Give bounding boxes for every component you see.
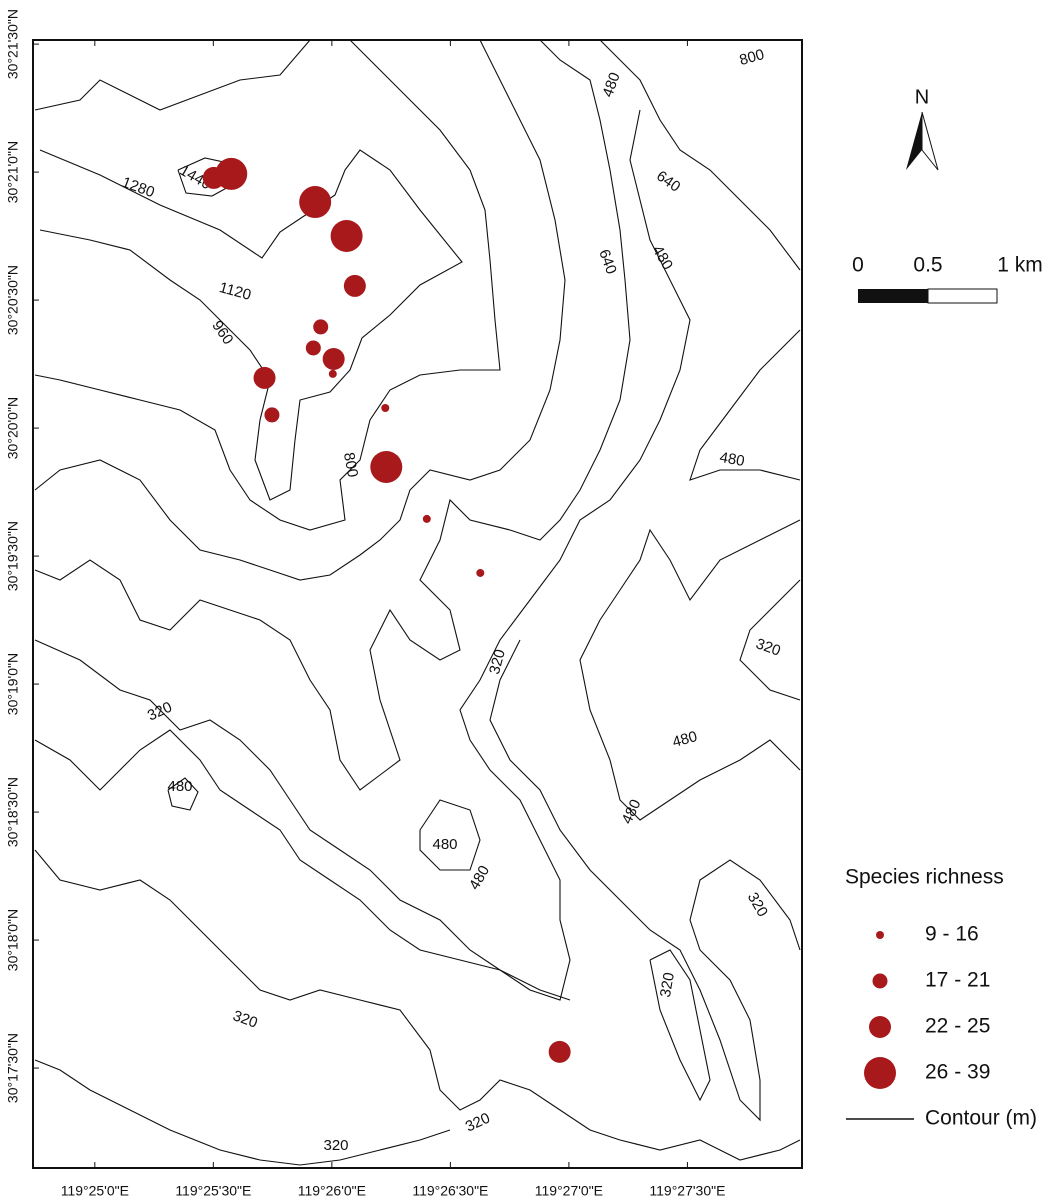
contour-line [599,39,801,271]
legend-symbol [876,931,884,939]
lat-tick-label: 30°18'0"N [5,909,21,971]
north-label: N [915,86,929,108]
contour-line [419,799,481,871]
contour-label: 320 [744,890,771,920]
contour-label: 320 [657,971,678,999]
contour-label: 1120 [217,279,253,304]
contour-label: 640 [595,247,620,276]
contour-label: 480 [432,836,457,853]
lon-tick-label: 119°27'30"E [649,1183,725,1199]
contour-label: 320 [231,1007,260,1032]
sample-site [215,157,248,190]
contour-line [34,1059,451,1166]
lat-tick-label: 30°19'0"N [5,653,21,715]
lon-tick-label: 119°25'30"E [175,1183,251,1199]
north-arrow-right [921,111,939,171]
legend-label: 26 - 39 [925,1061,990,1084]
contour-label: 480 [649,243,676,273]
sample-site [330,219,363,252]
contour-labels: 1440 1280 1120 960 800 640 800 480 640 4… [120,46,783,1154]
sample-site [328,369,337,378]
lat-tick-label: 30°19'30"N [5,521,21,591]
contour-label: 960 [208,318,236,348]
lat-tick-label: 30°17'30"N [5,1033,21,1103]
contour-line [649,949,711,1102]
sample-site [548,1040,571,1063]
contour-label: 320 [754,635,783,660]
sample-site [264,407,280,423]
contour-label: 480 [718,449,746,470]
sample-site [322,348,345,371]
scale-label: 0.5 [913,254,942,277]
legend-contour-label: Contour (m) [925,1107,1037,1130]
contour-line [34,39,566,581]
contour-label: 480 [167,778,192,795]
map-frame [32,39,803,1169]
contour-line [489,639,801,1122]
sample-site [313,319,329,335]
sample-site [343,274,366,297]
legend-symbol [869,1016,891,1038]
contour-line [34,109,691,1001]
contour-line [579,519,801,821]
lat-tick-label: 30°20'30"N [5,265,21,335]
contour-line [34,849,801,1161]
contours [34,39,801,1166]
contour-label: 320 [463,1110,493,1136]
contour-label: 480 [619,797,645,827]
lat-tick-label: 30°21'30"N [5,9,21,79]
sample-site [422,514,431,523]
contour-label: 480 [466,863,493,893]
legend: Species richness Contour (m) 9 - 16 17 - … [845,866,1037,1130]
scale-bar: 0 0.5 1 km [852,254,1043,304]
legend-symbol [872,973,888,989]
lon-tick-label: 119°25'0"E [61,1183,129,1199]
sample-site [299,186,332,219]
north-arrow-left [906,112,922,170]
legend-label: 17 - 21 [925,969,990,992]
contour-label: 800 [738,46,767,69]
scale-label: 0 [852,254,864,277]
contour-line [689,329,801,481]
scale-segment [927,288,998,304]
contour-line [34,39,501,531]
scale-segment [858,289,928,303]
lon-tick-label: 119°27'0"E [535,1183,603,1199]
lon-tick-label: 119°26'0"E [298,1183,366,1199]
contour-label: 480 [599,70,624,99]
contour-line [39,149,463,501]
contour-label: 1280 [120,174,157,201]
lat-tick-label: 30°21'0"N [5,141,21,203]
contour-label: 320 [323,1137,348,1154]
contour-line [167,777,199,811]
lon-tick-label: 119°26'30"E [412,1183,488,1199]
lat-tick-label: 30°18'30"N [5,777,21,847]
contour-line [34,39,631,791]
legend-symbol [864,1057,896,1089]
scale-label: 1 km [997,254,1043,277]
legend-label: 9 - 16 [925,923,979,946]
contour-label: 480 [671,728,700,751]
contour-label: 320 [486,648,509,677]
sample-site [305,340,321,356]
sample-site [381,404,390,413]
contour-label: 640 [653,167,683,195]
north-arrow: N [906,86,939,171]
contour-line [739,579,801,701]
sample-site [476,568,485,577]
contour-label: 800 [340,451,361,479]
lat-tick-label: 30°20'0"N [5,397,21,459]
contour-line [34,729,571,1001]
legend-label: 22 - 25 [925,1015,990,1038]
sample-site [253,366,276,389]
contour-line [34,39,311,111]
legend-title: Species richness [845,866,1004,889]
sample-site [370,450,403,483]
